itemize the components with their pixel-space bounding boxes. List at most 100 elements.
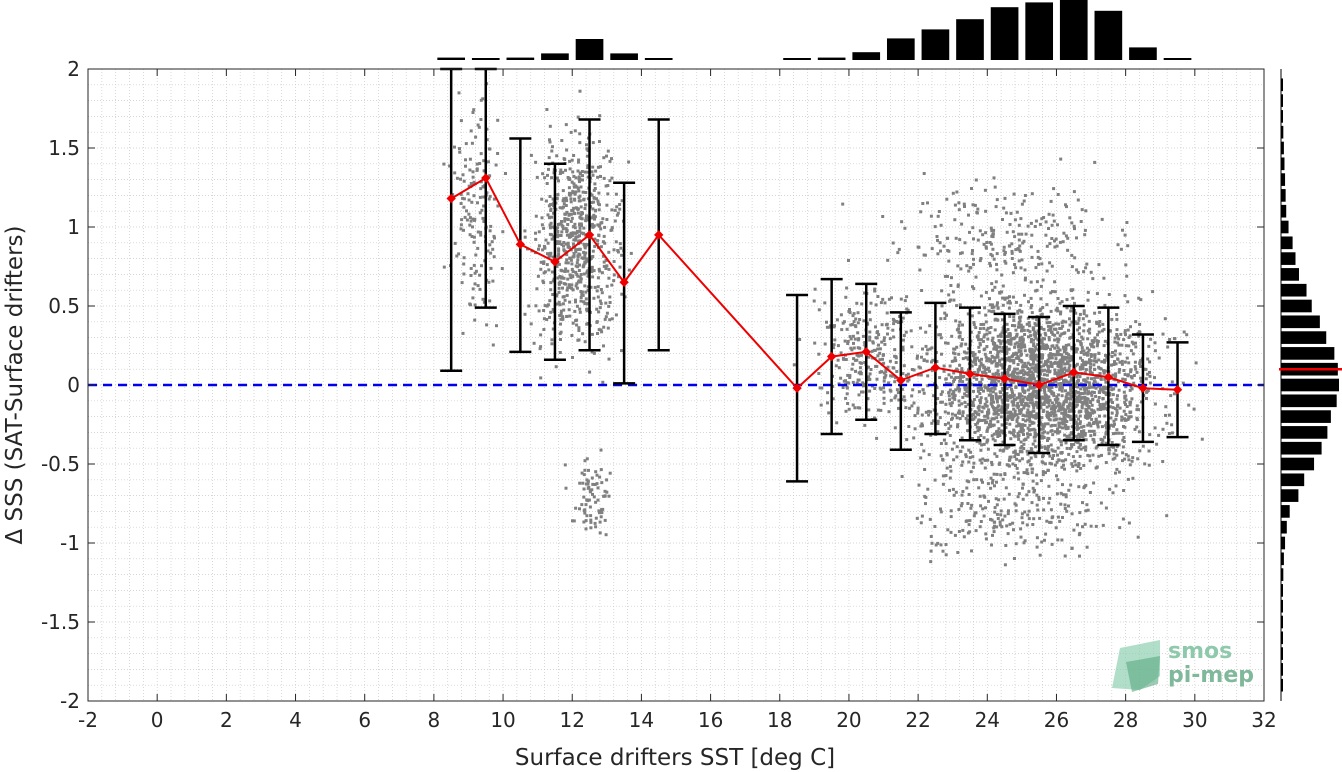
scatter-point [1015,420,1019,424]
scatter-point [1040,435,1044,439]
scatter-point [1041,278,1045,282]
scatter-point [1060,465,1064,469]
x-tick-label: 32 [1251,708,1276,732]
scatter-point [1089,401,1093,404]
scatter-point [585,147,589,151]
scatter-point [977,331,981,334]
scatter-point [979,504,983,508]
scatter-point [567,177,571,181]
scatter-point [1049,443,1053,447]
scatter-point [1001,401,1005,405]
scatter-point [1075,347,1079,351]
scatter-point [995,362,999,365]
scatter-point [576,115,580,119]
scatter-point [1084,483,1088,487]
scatter-point [953,356,957,360]
scatter-point [569,276,573,280]
scatter-point [1009,339,1013,343]
scatter-point [471,170,475,174]
scatter-point [1104,393,1108,397]
right-histogram-bar [1281,631,1283,645]
scatter-point [1089,434,1093,438]
scatter-point [988,425,992,429]
scatter-point [936,238,939,242]
scatter-point [1118,526,1122,530]
scatter-point [1070,445,1074,449]
top-histogram-bar [817,57,846,60]
scatter-point [1137,330,1141,334]
scatter-point [1032,327,1036,331]
scatter-point [568,273,572,277]
scatter-point [1069,373,1072,377]
scatter-point [534,237,538,241]
scatter-point [1000,525,1004,529]
scatter-point [1084,445,1088,449]
scatter-point [1046,431,1050,435]
scatter-point [601,254,605,258]
scatter-point [912,436,916,440]
scatter-point [581,190,585,194]
scatter-point [956,425,959,429]
scatter-point [592,188,596,192]
scatter-point [549,251,553,255]
scatter-point [569,258,573,262]
scatter-point [1028,433,1032,437]
scatter-point [573,198,577,202]
scatter-point [1051,515,1055,519]
scatter-point [586,269,590,273]
scatter-point [594,516,598,520]
scatter-point [1013,455,1017,459]
scatter-point [585,309,589,313]
scatter-point [944,474,948,477]
scatter-point [563,212,567,216]
scatter-point [1077,332,1081,336]
scatter-point [975,356,979,360]
scatter-point [896,321,900,324]
scatter-point [1004,380,1008,384]
scatter-point [873,287,877,291]
scatter-point [924,330,928,334]
scatter-point [937,333,941,337]
scatter-point [994,406,998,410]
scatter-point [950,412,954,416]
scatter-point [562,308,566,312]
scatter-point [581,265,585,269]
scatter-point [926,348,930,352]
scatter-point [1170,380,1174,384]
scatter-point [1088,368,1092,372]
scatter-point [954,319,958,323]
scatter-point [461,196,465,200]
scatter-point [1117,337,1121,341]
scatter-point [1029,386,1033,390]
scatter-point [1064,423,1068,427]
scatter-point [941,474,945,478]
scatter-point [504,172,507,175]
scatter-point [991,397,995,401]
scatter-point [1086,376,1090,380]
scatter-point [547,255,551,258]
scatter-point [819,403,823,407]
scatter-point [1032,490,1036,494]
scatter-point [882,361,886,365]
scatter-point [1056,478,1060,482]
x-tick-label: -2 [78,708,98,732]
scatter-point [959,375,963,379]
scatter-point [581,178,584,182]
scatter-point [928,347,932,351]
scatter-point [919,521,923,525]
scatter-point [1032,406,1036,410]
scatter-point [1090,377,1093,381]
scatter-point [846,373,850,377]
scatter-point [1089,355,1093,358]
scatter-point [1028,350,1032,354]
scatter-point [1139,376,1143,380]
scatter-point [972,389,975,393]
scatter-point [835,318,839,322]
scatter-point [1111,406,1115,410]
scatter-point [1093,380,1097,384]
scatter-point [1068,433,1072,437]
scatter-point [837,366,841,370]
scatter-point [971,354,975,358]
scatter-point [1116,243,1120,247]
